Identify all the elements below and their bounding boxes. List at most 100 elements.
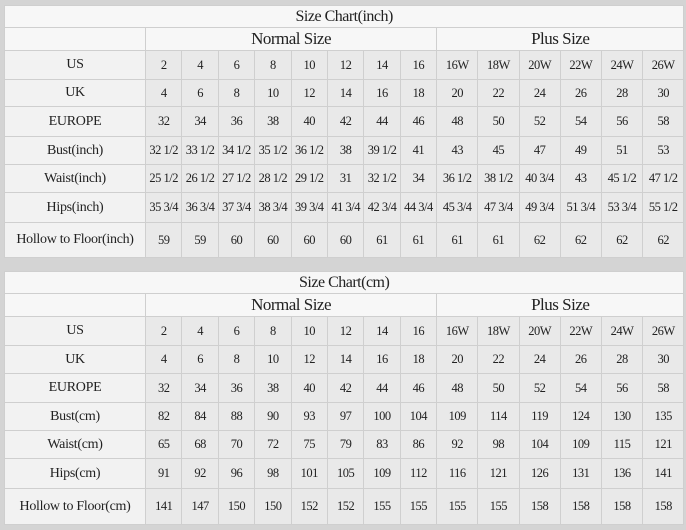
table-cell: 32 1/2 [363,164,401,193]
empty-header [4,293,146,317]
table-cell: 2 [144,316,183,346]
table-cell: 47 3/4 [477,192,520,223]
table-cell: 70 [217,430,256,459]
table-cell: 35 3/4 [144,192,183,223]
table-cell: 104 [399,402,438,431]
table-cell: 97 [326,402,365,431]
table-cell: 79 [326,430,365,459]
table-cell: 8 [217,79,256,107]
table-row: Hips(inch) 35 3/4 36 3/4 37 3/4 38 3/4 39 3/4… [4,192,685,223]
table-cell: 8 [217,345,256,374]
table-cell: 32 [144,106,183,137]
table-row: Hollow to Floor(cm) 141 147 150 150 152 152 155… [4,488,685,525]
table-row: Hollow to Floor(inch) 59 59 60 60 60 60 61 61 61 6… [4,222,685,258]
table-cell: 61 [436,222,479,258]
group-header-plus: Plus Size [436,27,685,51]
table-cell: 10 [254,345,292,374]
table-cell: 45 3/4 [436,192,479,223]
table-cell: 42 [326,373,365,403]
table-cell: 50 [477,106,520,137]
table-cell: 119 [518,402,561,431]
table-row: Waist(inch) 25 1/2 26 1/2 27 1/2 28 1/2 29 1/… [4,164,685,193]
table-cell: 4 [144,79,183,107]
table-cell: 6 [181,345,219,374]
table-cell: 16W [436,316,479,346]
row-label: Hollow to Floor(inch) [4,222,146,258]
table-cell: 2 [144,50,183,80]
table-cell: 22 [477,345,520,374]
group-header-normal: Normal Size [144,27,438,51]
table-cell: 16 [399,316,438,346]
table-cell: 72 [254,430,292,459]
table-cell: 155 [436,488,479,525]
table-cell: 24W [600,50,644,80]
table-cell: 16 [399,50,438,80]
table-cell: 10 [290,50,328,80]
table-cell: 18 [399,79,438,107]
table-cell: 40 3/4 [518,164,561,193]
table-cell: 141 [144,488,183,525]
table-cell: 29 1/2 [290,164,328,193]
table-row: Bust(inch) 32 1/2 33 1/2 34 1/2 35 1/2 36 1/2… [4,136,685,165]
table-cell: 42 3/4 [363,192,401,223]
table-cell: 28 [600,345,644,374]
table-cell: 48 [436,373,479,403]
table-cell: 152 [290,488,328,525]
table-cell: 53 3/4 [600,192,644,223]
table-cell: 105 [326,458,365,489]
row-label: Bust(inch) [4,136,146,165]
table-cell: 14 [326,79,365,107]
table-cell: 47 1/2 [642,164,685,193]
table-cell: 52 [518,106,561,137]
table-cell: 39 3/4 [290,192,328,223]
table-cell: 40 [290,373,328,403]
table-cell: 16W [436,50,479,80]
row-label: EUROPE [4,106,146,137]
table-cell: 147 [181,488,219,525]
table-cell: 6 [217,50,256,80]
table-cell: 20 [436,79,479,107]
table-cell: 8 [254,50,292,80]
table-cell: 6 [181,79,219,107]
table-cell: 124 [559,402,602,431]
table-cell: 36 [217,373,256,403]
row-label: UK [4,79,146,107]
table-cell: 41 [399,136,438,165]
row-label: Hips(inch) [4,192,146,223]
table-cell: 30 [642,79,685,107]
table-cell: 24 [518,345,561,374]
table-cell: 18W [477,50,520,80]
table-cell: 34 1/2 [217,136,256,165]
table-cell: 41 3/4 [326,192,365,223]
table-cell: 40 [290,106,328,137]
table-cell: 98 [254,458,292,489]
size-chart-inch: Size Chart(inch) Normal Size Plus Size US 2 4… [3,5,685,258]
empty-header [4,27,146,51]
table-row: US 2 4 6 8 10 12 14 16 16W 18W 20W 22W 24W 26W [4,316,685,346]
table-cell: 130 [600,402,644,431]
table-cell: 93 [290,402,328,431]
table-cell: 22W [559,316,602,346]
table-cell: 37 3/4 [217,192,256,223]
table-cell: 22 [477,79,520,107]
table-cell: 100 [363,402,401,431]
row-label: Hollow to Floor(cm) [4,488,146,525]
table-cell: 49 [559,136,602,165]
table-row: UK 4 6 8 10 12 14 16 18 20 22 24 26 28 30 [4,345,685,374]
row-label: Waist(inch) [4,164,146,193]
table-cell: 20 [436,345,479,374]
table-cell: 34 [181,106,219,137]
table-cell: 34 [399,164,438,193]
table-cell: 109 [436,402,479,431]
table-cell: 58 [642,106,685,137]
chart-title: Size Chart(cm) [3,271,685,294]
table-cell: 8 [254,316,292,346]
table-cell: 35 1/2 [254,136,292,165]
table-cell: 12 [326,316,365,346]
table-cell: 121 [642,430,685,459]
table-cell: 44 3/4 [399,192,438,223]
table-cell: 20W [518,316,561,346]
table-cell: 6 [217,316,256,346]
table-cell: 44 [363,373,401,403]
table-cell: 24 [518,79,561,107]
